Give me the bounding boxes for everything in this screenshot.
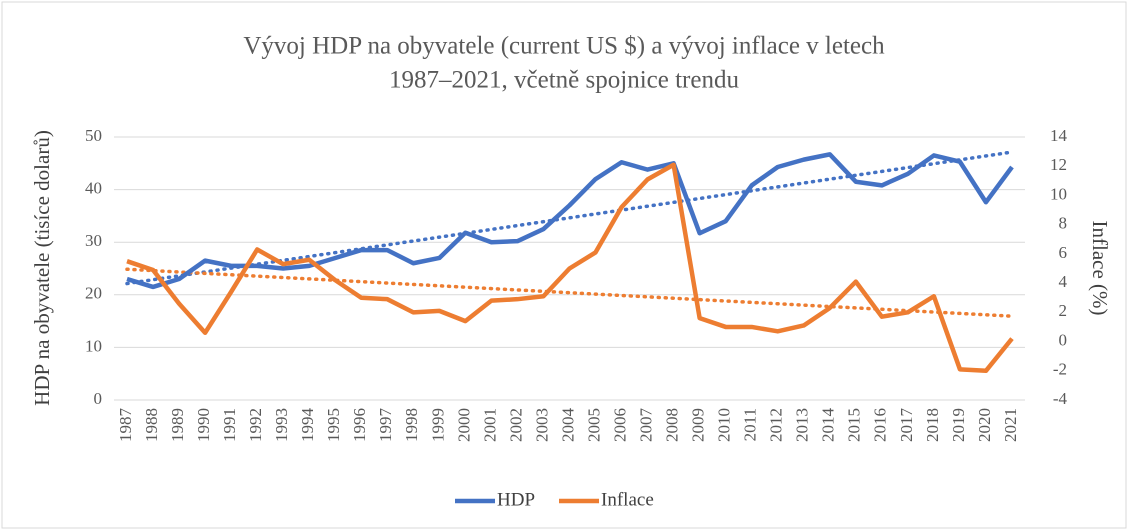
x-tick-label: 2008 bbox=[663, 408, 682, 442]
x-tick-label: 2007 bbox=[636, 408, 655, 443]
x-tick-label: 1996 bbox=[350, 408, 369, 442]
y2-tick-label: -2 bbox=[1053, 360, 1067, 379]
x-tick-label: 1992 bbox=[246, 408, 265, 442]
y-tick-label: 50 bbox=[85, 126, 102, 145]
legend-label: Inflace bbox=[601, 489, 654, 510]
y-tick-label: 40 bbox=[85, 179, 102, 198]
x-tick-label: 2001 bbox=[480, 408, 499, 442]
x-tick-label: 1995 bbox=[324, 408, 343, 442]
y-axis-title: HDP na obyvatele (tisíce dolarů) bbox=[30, 130, 54, 406]
y2-tick-label: 8 bbox=[1059, 214, 1068, 233]
x-tick-label: 2020 bbox=[975, 408, 994, 442]
x-tick-label: 1999 bbox=[428, 408, 447, 442]
x-tick-label: 1990 bbox=[194, 408, 213, 442]
y2-tick-label: 2 bbox=[1059, 301, 1068, 320]
x-tick-label: 2014 bbox=[819, 408, 838, 443]
x-tick-label: 2018 bbox=[923, 408, 942, 442]
x-tick-label: 2016 bbox=[871, 408, 890, 442]
x-tick-label: 2000 bbox=[454, 408, 473, 442]
y2-tick-label: 6 bbox=[1059, 243, 1068, 262]
y-tick-label: 30 bbox=[85, 231, 102, 250]
y2-tick-label: 10 bbox=[1050, 184, 1067, 203]
y2-axis-title: Inflace (%) bbox=[1088, 220, 1112, 315]
x-tick-label: 1997 bbox=[376, 408, 395, 443]
x-tick-label: 2019 bbox=[949, 408, 968, 442]
y-tick-label: 20 bbox=[85, 284, 102, 303]
trendline bbox=[125, 267, 1014, 318]
x-tick-label: 2006 bbox=[610, 408, 629, 442]
y2-tick-label: 12 bbox=[1050, 155, 1067, 174]
y2-tick-label: -4 bbox=[1053, 389, 1068, 408]
y2-tick-label: 14 bbox=[1050, 126, 1068, 145]
y-tick-label: 0 bbox=[94, 389, 103, 408]
chart-title: 1987–2021, včetně spojnice trendu bbox=[389, 67, 739, 94]
x-tick-label: 2013 bbox=[793, 408, 812, 442]
x-tick-label: 2012 bbox=[767, 408, 786, 442]
x-tick-label: 1988 bbox=[142, 408, 161, 442]
x-tick-label: 1993 bbox=[272, 408, 291, 442]
y-tick-label: 10 bbox=[85, 336, 102, 355]
x-tick-label: 1987 bbox=[116, 408, 135, 443]
x-tick-label: 1994 bbox=[298, 408, 317, 443]
x-tick-label: 2009 bbox=[689, 408, 708, 442]
chart-title: Vývoj HDP na obyvatele (current US $) a … bbox=[243, 33, 885, 60]
x-tick-label: 1991 bbox=[220, 408, 239, 442]
x-tick-label: 2015 bbox=[845, 408, 864, 442]
x-tick-label: 2003 bbox=[532, 408, 551, 442]
x-tick-label: 2002 bbox=[506, 408, 525, 442]
x-tick-label: 2021 bbox=[1001, 408, 1020, 442]
y2-tick-label: 4 bbox=[1059, 272, 1068, 291]
x-tick-label: 2010 bbox=[715, 408, 734, 442]
x-tick-label: 2005 bbox=[584, 408, 603, 442]
data-line bbox=[126, 152, 1014, 290]
x-tick-label: 1989 bbox=[168, 408, 187, 442]
data-line bbox=[126, 162, 1014, 374]
x-tick-label: 2011 bbox=[741, 408, 760, 441]
x-tick-label: 1998 bbox=[402, 408, 421, 442]
x-tick-label: 2017 bbox=[897, 408, 916, 443]
x-tick-label: 2004 bbox=[558, 408, 577, 443]
y2-tick-label: 0 bbox=[1059, 330, 1068, 349]
legend-label: HDP bbox=[497, 489, 535, 510]
